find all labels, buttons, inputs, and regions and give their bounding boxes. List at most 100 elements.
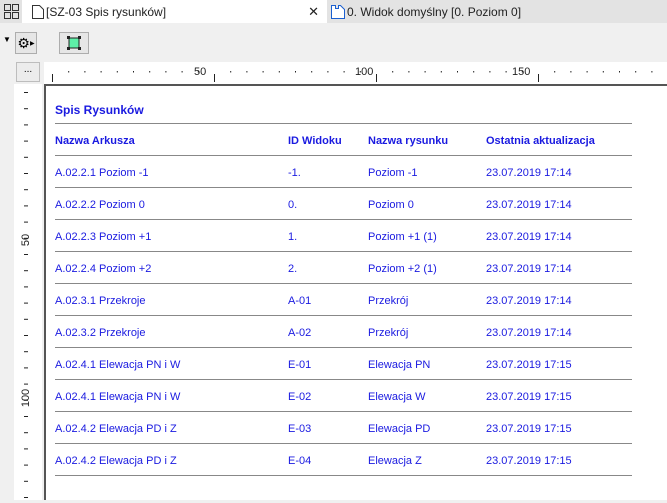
table-cell: A.02.4.2 Elewacja PD i Z — [55, 423, 177, 435]
table-cell: A.02.2.2 Poziom 0 — [55, 199, 145, 211]
ruler-tick — [505, 71, 507, 73]
ruler-tick — [473, 71, 475, 73]
row-divider — [55, 475, 632, 476]
ruler-tick — [376, 74, 377, 82]
table-cell: Poziom +2 (1) — [368, 263, 437, 275]
table-cell: Poziom 0 — [368, 199, 414, 211]
column-header: ID Widoku — [288, 135, 342, 147]
ruler-tick — [24, 351, 28, 353]
ruler-tick — [538, 74, 539, 82]
tab-schedule[interactable]: [SZ-03 Spis rysunków] ✕ — [22, 0, 327, 23]
ruler-tick — [24, 318, 28, 320]
ruler-tick — [24, 416, 28, 417]
ruler-tick — [24, 237, 28, 239]
ruler-tick — [408, 71, 410, 73]
table-cell: 23.07.2019 17:14 — [486, 327, 572, 339]
ruler-tick — [278, 71, 280, 73]
ruler-tick — [359, 71, 361, 73]
ruler-label: 100 — [355, 66, 374, 78]
ruler-tick — [24, 254, 28, 255]
table-cell: 23.07.2019 17:14 — [486, 199, 572, 211]
ruler-tick — [24, 173, 28, 174]
ruler-tick — [24, 205, 28, 207]
ruler-tick — [327, 71, 329, 73]
frame-icon — [67, 36, 81, 50]
tab-bar: [SZ-03 Spis rysunków] ✕ 0. Widok domyśln… — [0, 0, 667, 23]
schedule-title: Spis Rysunków — [55, 103, 144, 117]
table-cell: E-04 — [288, 455, 312, 467]
ruler-tick — [246, 71, 248, 73]
column-header: Nazwa rysunku — [368, 135, 449, 147]
ruler-tick — [149, 71, 151, 73]
settings-button[interactable]: ⚙ ▶ — [15, 32, 37, 54]
collapse-arrow-icon[interactable]: ▼ — [3, 35, 11, 44]
ruler-tick — [84, 71, 86, 73]
ruler-tick — [392, 71, 394, 73]
column-header: Nazwa Arkusza — [55, 135, 135, 147]
ruler-tick — [24, 367, 28, 369]
table-cell: Elewacja W — [368, 391, 426, 403]
table-cell: E-01 — [288, 359, 312, 371]
ruler-tick — [24, 302, 28, 304]
ruler-tick — [68, 71, 70, 73]
ruler-label: 100 — [20, 388, 33, 408]
ruler-tick — [24, 335, 28, 336]
view-icon — [331, 4, 345, 19]
ruler-label: 50 — [194, 66, 207, 78]
table-cell: Elewacja PN — [368, 359, 431, 371]
table-cell: A-01 — [288, 295, 312, 307]
table-cell: A.02.3.1 Przekroje — [55, 295, 146, 307]
table-cell: 0. — [288, 199, 298, 211]
ruler-tick — [24, 221, 28, 223]
tab-overview-icon[interactable] — [4, 4, 19, 22]
table-cell: A.02.2.4 Poziom +2 — [55, 263, 152, 275]
column-header: Ostatnia aktualizacja — [486, 135, 595, 147]
row-divider — [55, 379, 632, 380]
table-cell: 1. — [288, 231, 298, 243]
ruler-tick — [214, 74, 215, 82]
ruler-tick — [570, 71, 572, 73]
selection-frame-button[interactable] — [59, 32, 89, 54]
ruler-tick — [165, 71, 167, 73]
table-cell: 23.07.2019 17:15 — [486, 391, 572, 403]
toolbar: ▼ ⚙ ▶ — [0, 23, 667, 60]
ruler-tick — [311, 71, 313, 73]
ruler-tick — [24, 432, 28, 434]
ruler-tick — [635, 71, 637, 73]
tab-label: [SZ-03 Spis rysunków] — [46, 4, 167, 19]
ruler-tick — [52, 74, 53, 82]
table-cell: A.02.4.2 Elewacja PD i Z — [55, 455, 177, 467]
ruler-tick — [651, 71, 653, 73]
table-cell: A.02.2.1 Poziom -1 — [55, 167, 149, 179]
tab-label: 0. Widok domyślny [0. Poziom 0] — [347, 4, 522, 19]
table-cell: E-02 — [288, 391, 312, 403]
ruler-tick — [554, 71, 556, 73]
ruler-tick — [24, 140, 28, 142]
ruler-tick — [262, 71, 264, 73]
ruler-tick — [521, 71, 523, 73]
ruler-tick — [24, 383, 28, 385]
tab-view[interactable]: 0. Widok domyślny [0. Poziom 0] — [327, 0, 629, 23]
schedule-sheet: Spis Rysunków Nazwa Arkusza ID Widoku Nazw… — [44, 84, 667, 500]
ruler-tick — [24, 399, 28, 401]
row-divider — [55, 251, 632, 252]
divider — [55, 155, 632, 156]
row-divider — [55, 283, 632, 284]
ruler-tick — [24, 124, 28, 126]
row-divider — [55, 443, 632, 444]
divider — [55, 123, 632, 124]
ruler-tick — [24, 286, 28, 288]
table-cell: Poziom -1 — [368, 167, 418, 179]
table-cell: Przekrój — [368, 327, 409, 339]
table-cell: 23.07.2019 17:15 — [486, 359, 572, 371]
ruler-tick — [343, 71, 345, 73]
table-cell: 23.07.2019 17:14 — [486, 167, 572, 179]
document-icon — [32, 4, 44, 19]
ruler-options-button[interactable]: ... — [16, 62, 40, 82]
close-icon[interactable]: ✕ — [308, 3, 319, 19]
table-cell: 23.07.2019 17:15 — [486, 423, 572, 435]
ruler-tick — [116, 71, 118, 73]
table-cell: 23.07.2019 17:14 — [486, 231, 572, 243]
table-cell: Elewacja Z — [368, 455, 422, 467]
ruler-tick — [424, 71, 426, 73]
